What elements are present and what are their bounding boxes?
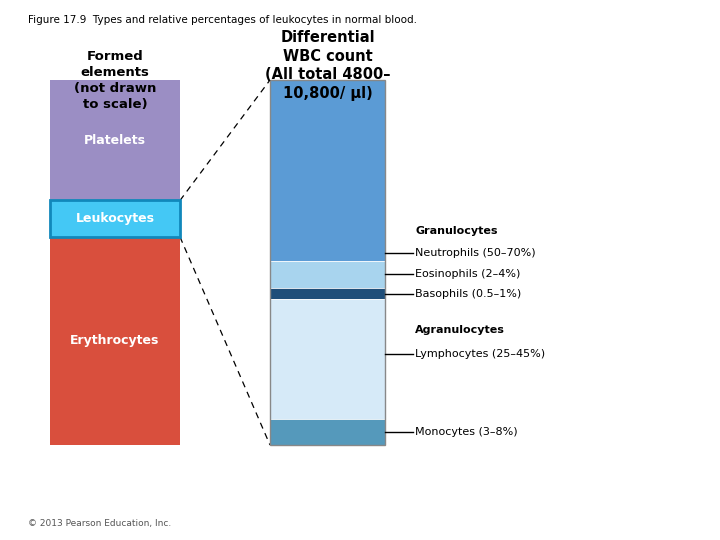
- Text: Differential
WBC count
(All total 4800–
10,800/ μl): Differential WBC count (All total 4800– …: [265, 30, 390, 101]
- Bar: [270, 420, 385, 445]
- Text: Formed
elements
(not drawn
to scale): Formed elements (not drawn to scale): [74, 50, 156, 111]
- Text: Neutrophils (50–70%): Neutrophils (50–70%): [415, 248, 536, 258]
- Text: Eosinophils (2–4%): Eosinophils (2–4%): [415, 269, 521, 279]
- Text: Erythrocytes: Erythrocytes: [71, 334, 160, 347]
- Bar: [270, 80, 385, 261]
- Bar: [270, 299, 385, 420]
- Bar: [270, 261, 385, 288]
- Bar: [50, 200, 180, 237]
- Bar: [270, 80, 385, 445]
- Bar: [50, 237, 180, 445]
- Bar: [270, 288, 385, 299]
- Text: Leukocytes: Leukocytes: [76, 212, 155, 225]
- Bar: [50, 80, 180, 200]
- Text: Agranulocytes: Agranulocytes: [415, 325, 505, 335]
- Text: Platelets: Platelets: [84, 134, 146, 147]
- Text: Granulocytes: Granulocytes: [415, 226, 498, 235]
- Text: Monocytes (3–8%): Monocytes (3–8%): [415, 427, 518, 437]
- Text: © 2013 Pearson Education, Inc.: © 2013 Pearson Education, Inc.: [28, 519, 171, 528]
- Bar: [50, 200, 180, 237]
- Text: Lymphocytes (25–45%): Lymphocytes (25–45%): [415, 349, 545, 359]
- Text: Figure 17.9  Types and relative percentages of leukocytes in normal blood.: Figure 17.9 Types and relative percentag…: [28, 15, 417, 25]
- Text: Basophils (0.5–1%): Basophils (0.5–1%): [415, 288, 521, 299]
